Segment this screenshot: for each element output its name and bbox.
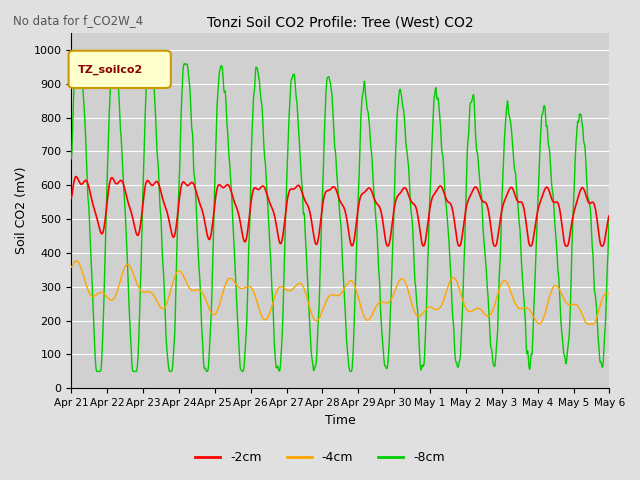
Title: Tonzi Soil CO2 Profile: Tree (West) CO2: Tonzi Soil CO2 Profile: Tree (West) CO2 (207, 15, 474, 29)
X-axis label: Time: Time (325, 414, 356, 427)
Text: No data for f_CO2W_4: No data for f_CO2W_4 (13, 14, 143, 27)
FancyBboxPatch shape (68, 51, 171, 88)
Y-axis label: Soil CO2 (mV): Soil CO2 (mV) (15, 167, 28, 254)
Text: TZ_soilco2: TZ_soilco2 (78, 64, 143, 75)
Legend: -2cm, -4cm, -8cm: -2cm, -4cm, -8cm (190, 446, 450, 469)
